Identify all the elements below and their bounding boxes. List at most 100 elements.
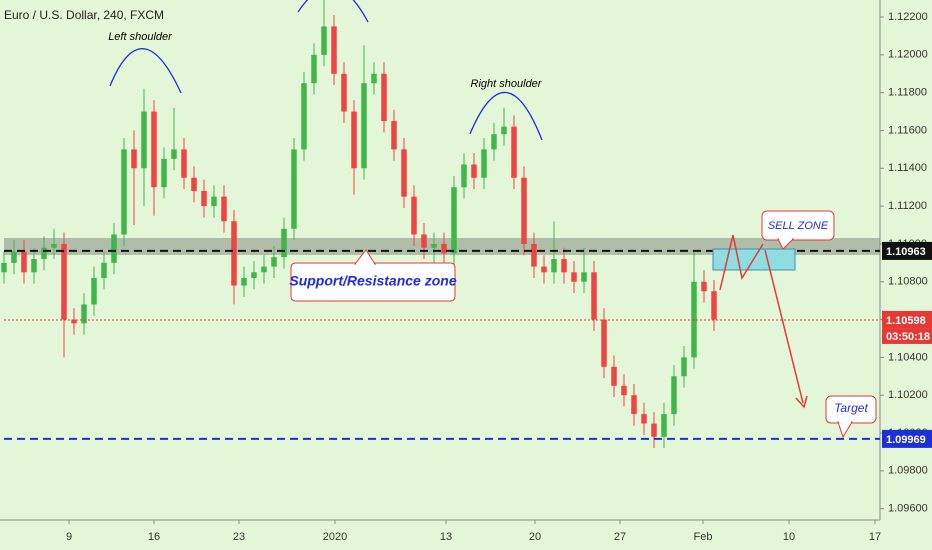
candle-body [261, 266, 267, 273]
candle-body [21, 251, 27, 273]
y-tick-label: 1.12000 [888, 49, 928, 61]
y-tick-label: 1.10800 [888, 276, 928, 288]
candle-body [231, 221, 237, 286]
candle-body [691, 281, 697, 358]
candle-body [611, 366, 617, 386]
y-tick-label: 1.11200 [888, 200, 927, 212]
candle-body [561, 259, 567, 273]
candle-body [531, 243, 537, 267]
candle-body [211, 196, 217, 207]
candle-body [451, 187, 457, 254]
candle-body [621, 385, 627, 396]
candle-body [491, 134, 497, 150]
candle-body [1, 262, 7, 273]
sr-callout [290, 262, 456, 302]
candle-body [671, 376, 677, 415]
candle-body [191, 177, 197, 191]
candle-body [71, 319, 77, 324]
candle-body [61, 243, 67, 320]
candle-body [591, 272, 597, 320]
chart-title: Euro / U.S. Dollar, 240, FXCM [4, 8, 164, 22]
x-tick-label: 16 [148, 531, 160, 543]
candle-body [91, 277, 97, 305]
candle-body [241, 277, 247, 286]
candle-body [201, 190, 207, 207]
x-tick-label: 13 [440, 531, 452, 543]
x-tick-label: 9 [66, 531, 72, 543]
candle-body [111, 234, 117, 263]
projection-arrow [764, 249, 804, 404]
arrow-head [795, 395, 808, 409]
candle-body [651, 423, 657, 437]
candle-body [321, 26, 327, 55]
right-shoulder-arc [469, 91, 543, 141]
plot-area [1, 0, 880, 449]
candle-body [641, 414, 647, 424]
annotation: Target [834, 401, 868, 415]
candle-body [11, 251, 17, 263]
price-label: 1.10963 [886, 246, 926, 258]
candle-body [311, 54, 317, 84]
candle-body [441, 243, 447, 254]
x-tick-label: 23 [233, 531, 245, 543]
candle-body [161, 158, 167, 188]
candle-body [471, 164, 477, 178]
candle-body [151, 111, 157, 188]
y-tick-label: 1.12200 [888, 11, 928, 23]
candle-body [421, 234, 427, 248]
price-label: 1.10598 [886, 315, 926, 327]
candle-body [461, 164, 467, 188]
y-tick-label: 1.11800 [888, 87, 927, 99]
candle-body [481, 149, 487, 178]
y-tick-label: 1.11400 [888, 162, 927, 174]
candle-body [351, 111, 357, 169]
price-label: 1.09969 [886, 434, 926, 446]
candle-body [131, 149, 137, 169]
head-arc [297, 0, 369, 23]
candle-body [221, 196, 227, 222]
candle-body [31, 259, 37, 273]
candle-body [101, 262, 107, 278]
annotation: Right shoulder [471, 78, 543, 90]
countdown: 03:50:18 [886, 331, 930, 343]
x-tick-label: 2020 [323, 531, 347, 543]
candle-body [271, 257, 277, 267]
candle-body [251, 272, 257, 278]
candle-body [371, 73, 377, 84]
candle-body [681, 357, 687, 377]
y-tick-label: 1.11600 [888, 124, 927, 136]
candle-body [401, 149, 407, 197]
x-tick-label: Feb [694, 531, 713, 543]
candle-body [341, 73, 347, 112]
price-label-box [882, 241, 932, 260]
y-tick-label: 1.10400 [888, 351, 928, 363]
candle-body [661, 414, 667, 437]
candle-body [581, 272, 587, 282]
target-callout-pointer [837, 421, 853, 439]
candle-body [141, 111, 147, 169]
sell-callout [761, 210, 835, 241]
annotation: Support/Resistance zone [289, 273, 456, 289]
annotation: SELL ZONE [768, 220, 829, 232]
y-tick-label: 1.09600 [888, 503, 928, 515]
candle-body [181, 149, 187, 178]
candle-body [631, 395, 637, 415]
candle-body [81, 304, 87, 324]
candle-body [431, 243, 437, 248]
candle-body [121, 149, 127, 235]
candle-body [571, 272, 577, 282]
candle-body [701, 281, 707, 292]
candle-body [551, 259, 557, 273]
candle-body [171, 149, 177, 159]
x-tick-label: 27 [614, 531, 626, 543]
y-tick-label: 1.10200 [888, 389, 928, 401]
candle-body [391, 121, 397, 150]
x-tick-label: 17 [869, 531, 881, 543]
candle-body [51, 243, 57, 248]
projection-zigzag [719, 234, 764, 291]
candle-body [501, 126, 507, 135]
price-label-box [882, 429, 932, 448]
candle-body [411, 196, 417, 235]
y-tick-label: 1.09800 [888, 465, 928, 477]
